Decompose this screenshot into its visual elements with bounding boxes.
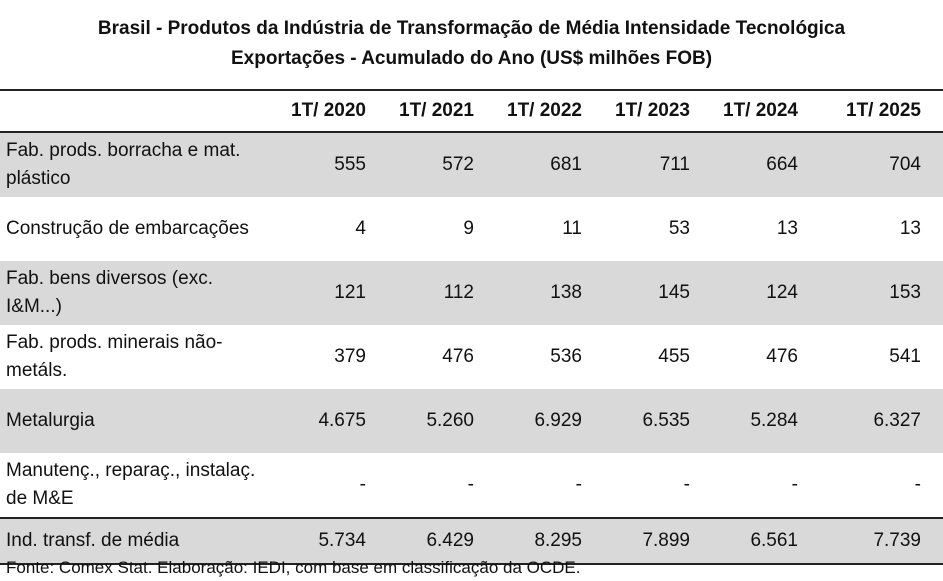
row-label: Metalurgia	[0, 389, 277, 453]
row-label: Fab. prods. borracha e mat. plástico	[0, 132, 277, 197]
table-cell: 5.260	[388, 389, 496, 453]
table-cell: 53	[668, 218, 690, 239]
table-cell: 112	[388, 261, 496, 325]
header-cell-2020: 1T/ 2020	[277, 89, 388, 133]
table-cell: 4.675	[277, 389, 388, 453]
table-cell: -	[359, 474, 366, 495]
table-cell: 704	[820, 132, 943, 197]
table-cell: 7.899	[604, 517, 712, 565]
table-cell: 664	[712, 132, 820, 197]
table-row: Fab. bens diversos (exc. I&M...) 121 112…	[0, 261, 943, 325]
table-cell: 11	[562, 218, 582, 239]
table-cell: 555	[277, 132, 388, 197]
row-label: Manutenç., reparaç., instalaç. de M&E	[6, 460, 256, 509]
table-row: Construção de embarcações 4 9 11 53 13 1…	[0, 197, 943, 261]
row-label: Fab. prods. minerais não-metáls.	[6, 332, 223, 381]
table-cell: 13	[899, 218, 921, 239]
table-cell: 6.429	[388, 517, 496, 565]
table-cell: 476	[442, 346, 474, 367]
table-cell: 541	[889, 346, 921, 367]
table-row: Fab. prods. borracha e mat. plástico 555…	[0, 132, 943, 197]
table-cell: 124	[712, 261, 820, 325]
row-label: Fab. bens diversos (exc. I&M...)	[0, 261, 277, 325]
table-cell: 153	[820, 261, 943, 325]
table-title: Brasil - Produtos da Indústria de Transf…	[0, 14, 943, 74]
title-line-1: Brasil - Produtos da Indústria de Transf…	[97, 18, 846, 39]
header-cell-2025: 1T/ 2025	[820, 89, 943, 133]
table-cell: 711	[604, 132, 712, 197]
table-cell: 6.929	[496, 389, 604, 453]
header-cell-2021: 1T/ 2021	[388, 89, 496, 133]
table-row: Fab. prods. minerais não-metáls. 379 476…	[0, 325, 943, 389]
row-label: Construção de embarcações	[6, 218, 249, 239]
header-row: 1T/ 2020 1T/ 2021 1T/ 2022 1T/ 2023 1T/ …	[0, 89, 943, 133]
table-cell: -	[467, 474, 474, 495]
table-cell: 536	[550, 346, 582, 367]
table-cell: 572	[388, 132, 496, 197]
table-cell: 5.284	[712, 389, 820, 453]
total-row: Ind. transf. de média 5.734 6.429 8.295 …	[0, 517, 943, 565]
table-cell: 6.327	[820, 389, 943, 453]
header-cell-2022: 1T/ 2022	[496, 89, 604, 133]
table-cell: 7.739	[820, 517, 943, 565]
table-cell: 121	[277, 261, 388, 325]
table-cell: 138	[496, 261, 604, 325]
table-cell: -	[683, 474, 690, 495]
table-cell: 6.535	[604, 389, 712, 453]
table-cell: -	[575, 474, 582, 495]
title-line-2: Exportações - Acumulado do Ano (US$ milh…	[230, 48, 713, 69]
table-cell: 13	[776, 218, 798, 239]
table-cell: 145	[604, 261, 712, 325]
table-cell: 9	[463, 218, 474, 239]
table-cell: -	[791, 474, 798, 495]
source-note: Fonte: Comex Stat. Elaboração: IEDI, com…	[6, 558, 581, 577]
table-row: Metalurgia 4.675 5.260 6.929 6.535 5.284…	[0, 389, 943, 453]
header-cell-2024: 1T/ 2024	[712, 89, 820, 133]
table-cell: 5.734	[277, 517, 388, 565]
row-label: Ind. transf. de média	[0, 517, 277, 565]
table-cell: 455	[658, 346, 690, 367]
table-cell: 8.295	[496, 517, 604, 565]
table-cell: -	[914, 474, 921, 495]
table-cell: 6.561	[712, 517, 820, 565]
data-table: 1T/ 2020 1T/ 2021 1T/ 2022 1T/ 2023 1T/ …	[0, 89, 943, 565]
table-cell: 476	[766, 346, 798, 367]
table-cell: 4	[355, 218, 366, 239]
header-cell-label	[0, 89, 277, 133]
header-cell-2023: 1T/ 2023	[604, 89, 712, 133]
table-row: Manutenç., reparaç., instalaç. de M&E - …	[0, 453, 943, 518]
table-cell: 681	[496, 132, 604, 197]
table-cell: 379	[334, 346, 366, 367]
